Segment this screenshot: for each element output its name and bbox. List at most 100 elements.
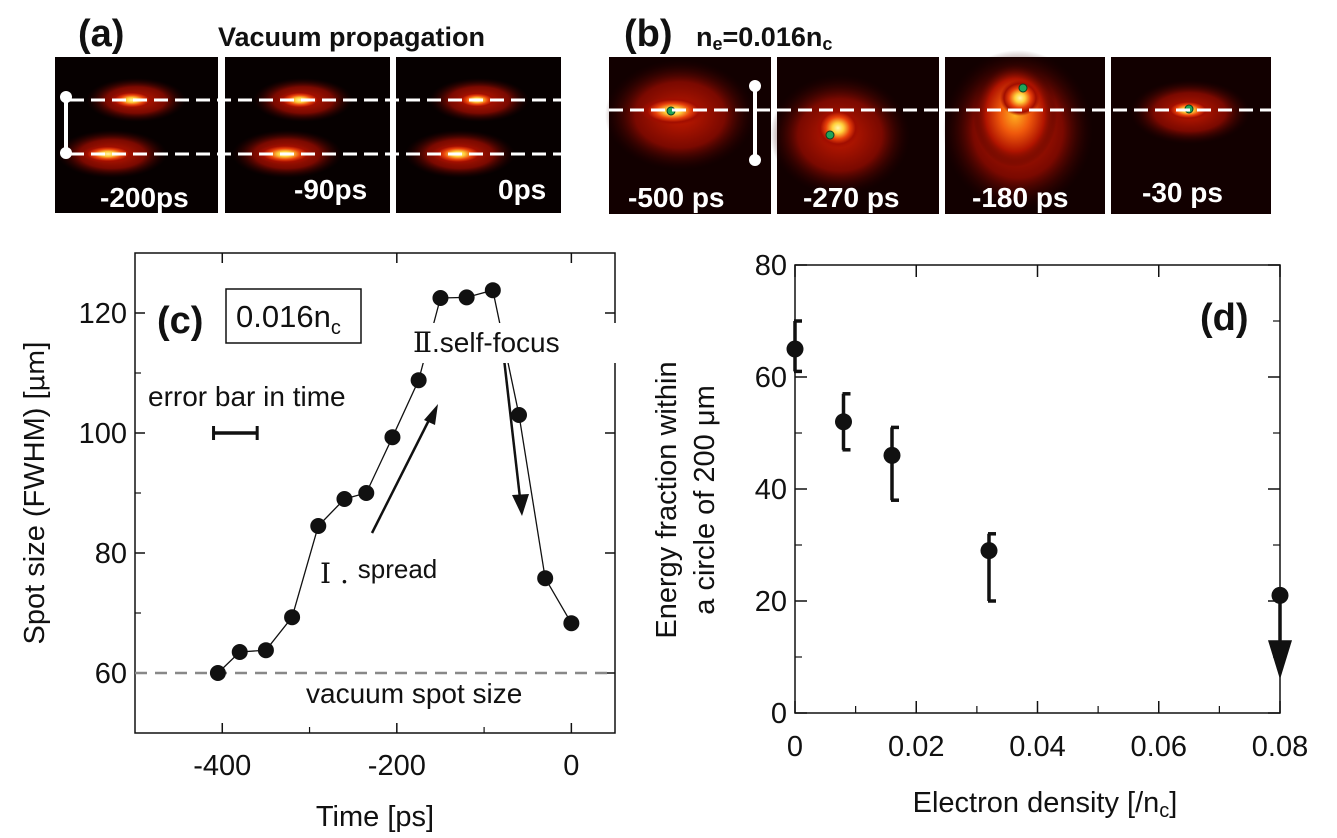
panel-c-spread-label: Ⅰ . spread [320, 554, 437, 590]
panel-d-ytick-label: 60 [755, 362, 787, 394]
panel-d-point [835, 413, 852, 431]
panel-c-self-focus-arrow [501, 349, 529, 516]
panel-b-frame-1: -500 ps [605, 57, 771, 214]
panel-d: 0 0.02 0.04 0.06 0.08 0 20 40 60 80 (d) Electron … [651, 250, 1308, 822]
panel-c-ytick-label: 120 [79, 298, 127, 330]
panel-c-point [310, 518, 327, 534]
panel-d-ytick-label: 20 [755, 586, 787, 618]
panel-d-point [786, 340, 804, 358]
panel-c-ytick-label: 100 [79, 418, 127, 450]
panel-d-upper-limit-head [1268, 640, 1292, 680]
panel-c-self-focus-num: Ⅱ [413, 326, 432, 359]
panel-c-point [209, 665, 226, 681]
panel-d-points [786, 319, 1292, 680]
panel-c-ytick-label: 80 [95, 538, 127, 570]
panel-c-ytick-label: 60 [95, 658, 127, 690]
panel-c-spread-text: spread [358, 554, 438, 584]
panel-d-tick-labels: 0 0.02 0.04 0.06 0.08 0 20 40 60 80 [755, 250, 1308, 763]
panel-c-point [358, 485, 375, 501]
panel-c-points [209, 282, 580, 681]
panel-c-ylabel: Spot size (FWHM) [μm] [19, 342, 51, 645]
panel-c-point [537, 570, 554, 587]
panel-c-spread-arrow [370, 404, 438, 534]
panel-c-tick-labels: -400 -200 0 60 80 100 120 [79, 298, 580, 782]
panel-a-frame-1-label: -200ps [100, 182, 189, 213]
panel-b-frame-2: -270 ps [770, 57, 939, 214]
panel-d-point [1271, 586, 1289, 604]
panel-c-xtick-label: -400 [193, 750, 251, 782]
panel-c-point [484, 282, 501, 299]
panel-b-frame-3: -180 ps [943, 50, 1105, 214]
panel-b: (b) ne=0.016nc -500 ps -270 ps -18 [605, 13, 1271, 214]
panel-c-ylabel-close: ] [19, 342, 51, 350]
panel-c-density-box [225, 288, 362, 344]
panel-d-point [883, 446, 901, 464]
panel-c-vacuum-label: vacuum spot size [306, 678, 522, 709]
panel-c-point [231, 644, 248, 660]
panel-d-ylabel-line1: Energy fraction within [651, 361, 683, 638]
panel-d-xtick-label: 0.02 [888, 731, 944, 763]
panel-c-error-bar-label: error bar in time [148, 381, 346, 412]
panel-d-ytick-label: 40 [755, 474, 787, 506]
panel-c-ylabel-main: Spot size (FWHM) [ [19, 391, 51, 644]
panel-a-letter: (a) [78, 13, 124, 55]
panel-b-title-ne: n [696, 22, 713, 52]
panel-d-ytick-label: 0 [771, 698, 787, 730]
panel-a-frame-3: 0ps [396, 57, 561, 213]
panel-b-title: ne=0.016nc [696, 22, 832, 54]
panel-c-ylabel-unit: μm [21, 350, 51, 392]
panel-d-xtick-label: 0.06 [1131, 731, 1187, 763]
panel-a-frame-2-label: -90ps [294, 174, 367, 205]
panel-c-point [336, 491, 353, 507]
panel-d-xtick-label: 0.04 [1009, 731, 1065, 763]
panel-b-letter: (b) [624, 13, 673, 55]
panel-b-frame-4-label: -30 ps [1142, 177, 1223, 208]
panel-d-xtick-label: 0.08 [1252, 731, 1308, 763]
panel-c-letter: (c) [157, 300, 203, 342]
panel-d-ylabel-line2: a circle of 200 μm [689, 385, 721, 614]
panel-a-frame-2: -90ps [225, 57, 390, 213]
panel-d-xtick-label: 0 [787, 731, 803, 763]
panel-c: -400 -200 0 60 80 100 120 Time [ps] Spot size … [19, 252, 617, 833]
panel-b-frame-2-centroid [825, 130, 835, 140]
panel-c-xtick-label: -200 [368, 750, 426, 782]
panel-a-scale-bar [60, 91, 72, 159]
panel-d-xlabel-sub: c [1159, 800, 1169, 822]
panel-c-spread-num: Ⅰ . [320, 557, 358, 590]
panel-d-letter: (d) [1200, 297, 1249, 339]
panel-a-title: Vacuum propagation [218, 22, 485, 52]
panel-b-scale-bar [749, 80, 761, 166]
panel-d-xlabel-main: Electron density [/n [913, 787, 1160, 819]
panel-b-frame-1-label: -500 ps [628, 182, 725, 213]
panel-c-point [432, 290, 449, 306]
panel-c-xtick-label: 0 [563, 750, 579, 782]
panel-b-frame-3-centroid [1018, 83, 1028, 93]
panel-c-self-focus-text: .self-focus [432, 327, 560, 358]
panel-b-title-eq: =0.016n [723, 22, 823, 52]
panel-d-point [980, 542, 998, 560]
panel-d-xlabel: Electron density [/nc] [913, 787, 1178, 822]
panel-c-point [511, 407, 527, 423]
panel-c-point [257, 642, 274, 659]
panel-d-xlabel-close: ] [1169, 787, 1177, 819]
panel-c-point [384, 429, 401, 446]
panel-c-point [284, 609, 301, 626]
panel-c-density-main: 0.016n [236, 299, 331, 334]
panel-b-title-ne-sub: e [713, 34, 723, 54]
panel-b-frame-2-label: -270 ps [803, 182, 900, 213]
panel-a: (a) Vacuum propagation -200ps -90ps [55, 13, 561, 213]
panel-c-density-sub: c [331, 317, 341, 339]
panel-b-frame-4: -30 ps [1111, 57, 1271, 214]
panel-a-frame-3-label: 0ps [498, 174, 546, 205]
panel-c-xlabel: Time [ps] [316, 801, 434, 833]
panel-c-time-error-bar [212, 426, 259, 440]
panel-c-point [410, 372, 427, 389]
panel-a-frame-1: -200ps [55, 57, 218, 213]
panel-b-frame-3-label: -180 ps [972, 182, 1069, 213]
panel-c-density-label: 0.016nc [236, 299, 341, 339]
panel-c-self-focus-label: Ⅱ.self-focus [413, 326, 560, 359]
panel-d-ytick-label: 80 [755, 250, 787, 282]
panel-c-point [563, 615, 580, 632]
panel-c-point [458, 289, 475, 306]
